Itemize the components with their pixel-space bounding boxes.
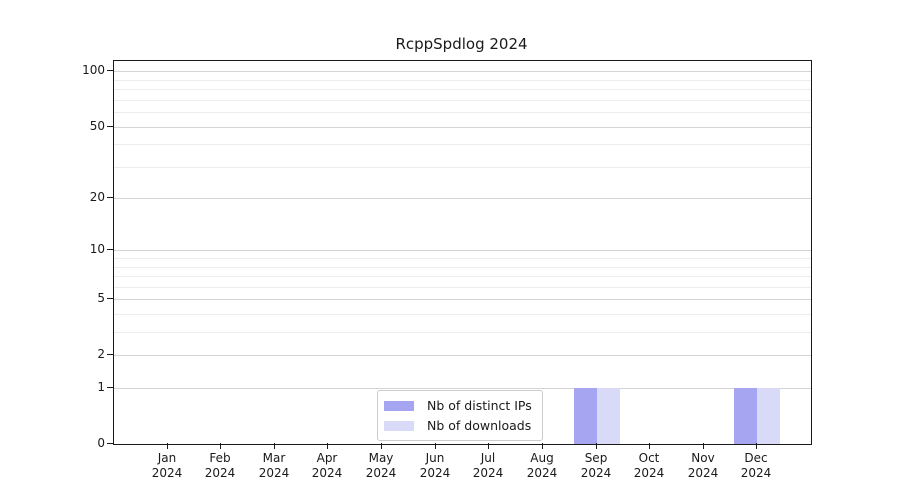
x-tick-month: Jun bbox=[425, 451, 445, 465]
legend-label: Nb of downloads bbox=[427, 418, 532, 433]
y-major-gridline bbox=[114, 71, 811, 73]
distinct-ips-swatch-icon bbox=[384, 400, 414, 411]
x-tick-label: Oct 2024 bbox=[617, 451, 681, 481]
y-major-gridline bbox=[114, 388, 811, 390]
x-axis-tick bbox=[542, 443, 543, 449]
x-tick-month: Feb bbox=[209, 451, 231, 465]
x-axis-tick bbox=[756, 443, 757, 449]
x-tick-month: Jul bbox=[480, 451, 496, 465]
y-axis-tick bbox=[107, 443, 113, 444]
y-minor-gridline bbox=[114, 79, 811, 81]
x-tick-year: 2024 bbox=[419, 466, 451, 480]
x-axis-tick bbox=[435, 443, 436, 449]
y-minor-gridline bbox=[114, 314, 811, 316]
x-tick-label: Nov 2024 bbox=[671, 451, 735, 481]
y-minor-gridline bbox=[114, 286, 811, 288]
y-tick-label: 100 bbox=[82, 63, 105, 77]
x-tick-label: Mar 2024 bbox=[242, 451, 306, 481]
y-major-gridline bbox=[114, 126, 811, 128]
y-minor-gridline bbox=[114, 89, 811, 91]
y-minor-gridline bbox=[114, 166, 811, 168]
x-tick-year: 2024 bbox=[633, 466, 665, 480]
y-axis-tick bbox=[107, 197, 113, 198]
x-tick-month: Oct bbox=[638, 451, 660, 465]
x-tick-label: Jan 2024 bbox=[135, 451, 199, 481]
bar-downloads bbox=[597, 388, 620, 444]
x-tick-year: 2024 bbox=[151, 466, 183, 480]
y-tick-label: 50 bbox=[89, 119, 105, 133]
bar-downloads bbox=[757, 388, 780, 444]
x-tick-year: 2024 bbox=[687, 466, 719, 480]
y-axis-tick bbox=[107, 70, 113, 71]
y-tick-label: 10 bbox=[89, 242, 105, 256]
x-tick-month: Dec bbox=[744, 451, 768, 465]
legend-label: Nb of distinct IPs bbox=[427, 398, 532, 413]
x-tick-year: 2024 bbox=[365, 466, 397, 480]
x-tick-month: Aug bbox=[530, 451, 554, 465]
x-tick-year: 2024 bbox=[472, 466, 504, 480]
y-major-gridline bbox=[114, 198, 811, 200]
legend: Nb of distinct IPs Nb of downloads bbox=[377, 390, 543, 441]
chart-title: RcppSpdlog 2024 bbox=[395, 35, 528, 53]
y-axis-tick bbox=[107, 126, 113, 127]
x-axis-tick bbox=[327, 443, 328, 449]
x-axis-tick bbox=[167, 443, 168, 449]
x-tick-year: 2024 bbox=[526, 466, 558, 480]
y-major-gridline bbox=[114, 250, 811, 252]
x-tick-label: Jul 2024 bbox=[456, 451, 520, 481]
x-tick-label: Feb 2024 bbox=[188, 451, 252, 481]
x-tick-label: Jun 2024 bbox=[403, 451, 467, 481]
x-tick-month: Mar bbox=[262, 451, 286, 465]
x-tick-month: Apr bbox=[316, 451, 338, 465]
plot-area bbox=[113, 60, 812, 445]
legend-item-downloads: Nb of downloads bbox=[384, 417, 532, 434]
y-axis-tick bbox=[107, 387, 113, 388]
x-tick-year: 2024 bbox=[580, 466, 612, 480]
x-tick-month: Nov bbox=[691, 451, 715, 465]
y-tick-label: 5 bbox=[97, 291, 105, 305]
bar-distinct-ips bbox=[574, 388, 597, 444]
y-minor-gridline bbox=[114, 99, 811, 101]
y-tick-label: 2 bbox=[97, 347, 105, 361]
x-tick-label: May 2024 bbox=[349, 451, 413, 481]
y-major-gridline bbox=[114, 299, 811, 301]
x-tick-month: Jan bbox=[157, 451, 177, 465]
x-axis-tick bbox=[703, 443, 704, 449]
y-tick-label: 1 bbox=[97, 380, 105, 394]
y-minor-gridline bbox=[114, 266, 811, 268]
x-axis-tick bbox=[488, 443, 489, 449]
x-tick-year: 2024 bbox=[204, 466, 236, 480]
x-tick-year: 2024 bbox=[258, 466, 290, 480]
x-axis-tick bbox=[596, 443, 597, 449]
y-axis-tick bbox=[107, 354, 113, 355]
x-tick-year: 2024 bbox=[740, 466, 772, 480]
legend-item-distinct-ips: Nb of distinct IPs bbox=[384, 397, 532, 414]
x-tick-month: Sep bbox=[584, 451, 608, 465]
y-minor-gridline bbox=[114, 112, 811, 114]
x-axis-tick bbox=[381, 443, 382, 449]
x-tick-label: Aug 2024 bbox=[510, 451, 574, 481]
x-axis-tick bbox=[274, 443, 275, 449]
y-minor-gridline bbox=[114, 332, 811, 334]
y-tick-label: 20 bbox=[89, 190, 105, 204]
x-axis-tick bbox=[220, 443, 221, 449]
x-tick-year: 2024 bbox=[311, 466, 343, 480]
y-major-gridline bbox=[114, 355, 811, 357]
x-tick-label: Apr 2024 bbox=[295, 451, 359, 481]
y-minor-gridline bbox=[114, 276, 811, 278]
y-tick-label: 0 bbox=[97, 436, 105, 450]
x-tick-month: May bbox=[368, 451, 394, 465]
downloads-swatch-icon bbox=[384, 420, 414, 431]
x-tick-label: Dec 2024 bbox=[724, 451, 788, 481]
y-axis-tick bbox=[107, 298, 113, 299]
y-axis-tick bbox=[107, 249, 113, 250]
bar-distinct-ips bbox=[734, 388, 757, 444]
x-tick-label: Sep 2024 bbox=[564, 451, 628, 481]
y-minor-gridline bbox=[114, 258, 811, 260]
y-minor-gridline bbox=[114, 144, 811, 146]
x-axis-tick bbox=[649, 443, 650, 449]
